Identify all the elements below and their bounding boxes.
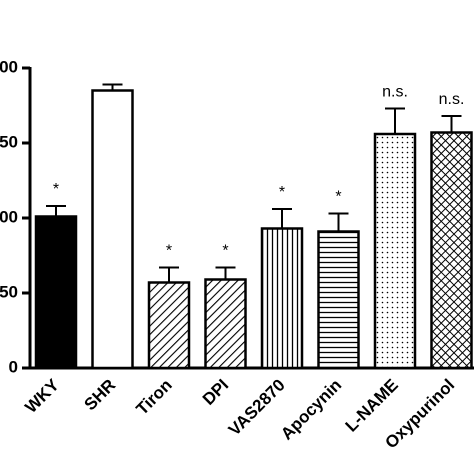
annotation: * — [166, 243, 172, 260]
annotation: * — [279, 184, 285, 201]
x-tick-label: WKY — [21, 375, 63, 417]
bar — [430, 131, 473, 370]
annotation: * — [222, 243, 228, 260]
x-tick-label: DPI — [199, 375, 232, 408]
bar — [91, 89, 134, 370]
bar — [147, 281, 191, 370]
bar — [317, 230, 360, 370]
y-tick-label: 0 — [9, 357, 18, 376]
y-tick-label: 100 — [0, 207, 18, 226]
x-tick-label: Tiron — [133, 375, 176, 418]
x-tick-label: Apocynin — [277, 375, 345, 443]
bar — [204, 278, 247, 370]
annotation: * — [335, 189, 341, 206]
annotation: n.s. — [382, 84, 408, 101]
annotation: n.s. — [439, 91, 465, 108]
annotation: * — [53, 181, 59, 198]
y-tick-label: 150 — [0, 132, 18, 151]
x-tick-label: SHR — [81, 375, 120, 414]
y-tick-label: 50 — [0, 282, 18, 301]
bar — [373, 132, 417, 370]
bar — [34, 215, 78, 370]
bar — [260, 227, 304, 370]
y-tick-label: 200 — [0, 57, 18, 76]
